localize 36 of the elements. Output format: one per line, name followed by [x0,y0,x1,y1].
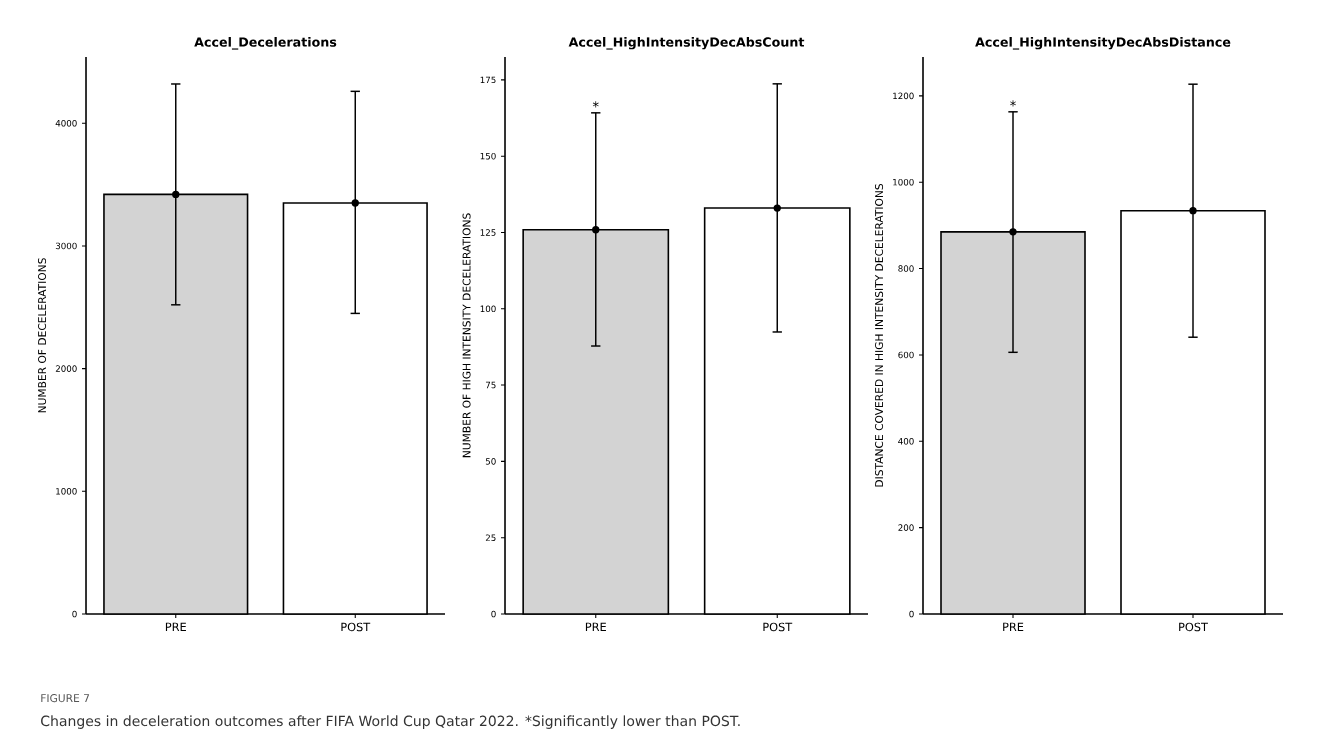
chart-title: Accel_HighIntensityDecAbsDistance [975,37,1231,50]
x-tick-label: POST [763,622,793,632]
y-tick-label: 25 [485,534,496,541]
y-tick-label: 0 [72,610,77,618]
caption: FIGURE 7 [41,694,90,703]
x-tick-label: PRE [1003,622,1024,631]
y-tick-label: 125 [480,229,496,236]
y-tick-label: 2000 [55,365,77,372]
x-tick-label: POST [1179,622,1208,632]
y-tick-label: 600 [898,351,914,359]
y-tick-label: 0 [491,610,496,618]
y-tick-label: 3000 [55,242,77,250]
chart-title: Accel_HighIntensityDecAbsCount [568,37,805,50]
y-tick-label: 1200 [893,92,914,100]
y-tick-label: 200 [898,524,914,531]
y-tick-label: 1000 [893,178,914,186]
y-tick-label: 100 [480,305,496,313]
y-axis-title: NUMBER OF HIGH INTENSITY DECELERATIONS [462,213,471,458]
x-tick-label: POST [341,622,371,632]
y-axis-title: NUMBER OF DECELERATIONS [38,258,47,413]
y-tick-label: 1000 [56,488,77,495]
y-tick-label: 50 [485,458,496,465]
text: Changes in deceleration outcomes after FIFA World Cup Qatar 2022. *Significantly lower than POST. [41,715,740,729]
y-tick-label: 800 [898,265,914,272]
y-tick-label: 0 [909,610,914,618]
y-tick-label: 75 [485,381,496,389]
annotation: * [592,101,599,108]
y-tick-label: 150 [480,152,496,160]
chart-title: Accel_Decelerations [194,37,337,50]
y-tick-label: 400 [898,438,914,445]
y-axis-title: DISTANCE COVERED IN HIGH INTENSITY DECELERATIONS [875,183,884,487]
y-tick-label: 4000 [55,119,77,127]
y-tick-label: 175 [480,76,496,84]
annotation: * [1010,100,1016,107]
x-tick-label: PRE [165,622,186,631]
x-tick-label: PRE [585,622,606,631]
